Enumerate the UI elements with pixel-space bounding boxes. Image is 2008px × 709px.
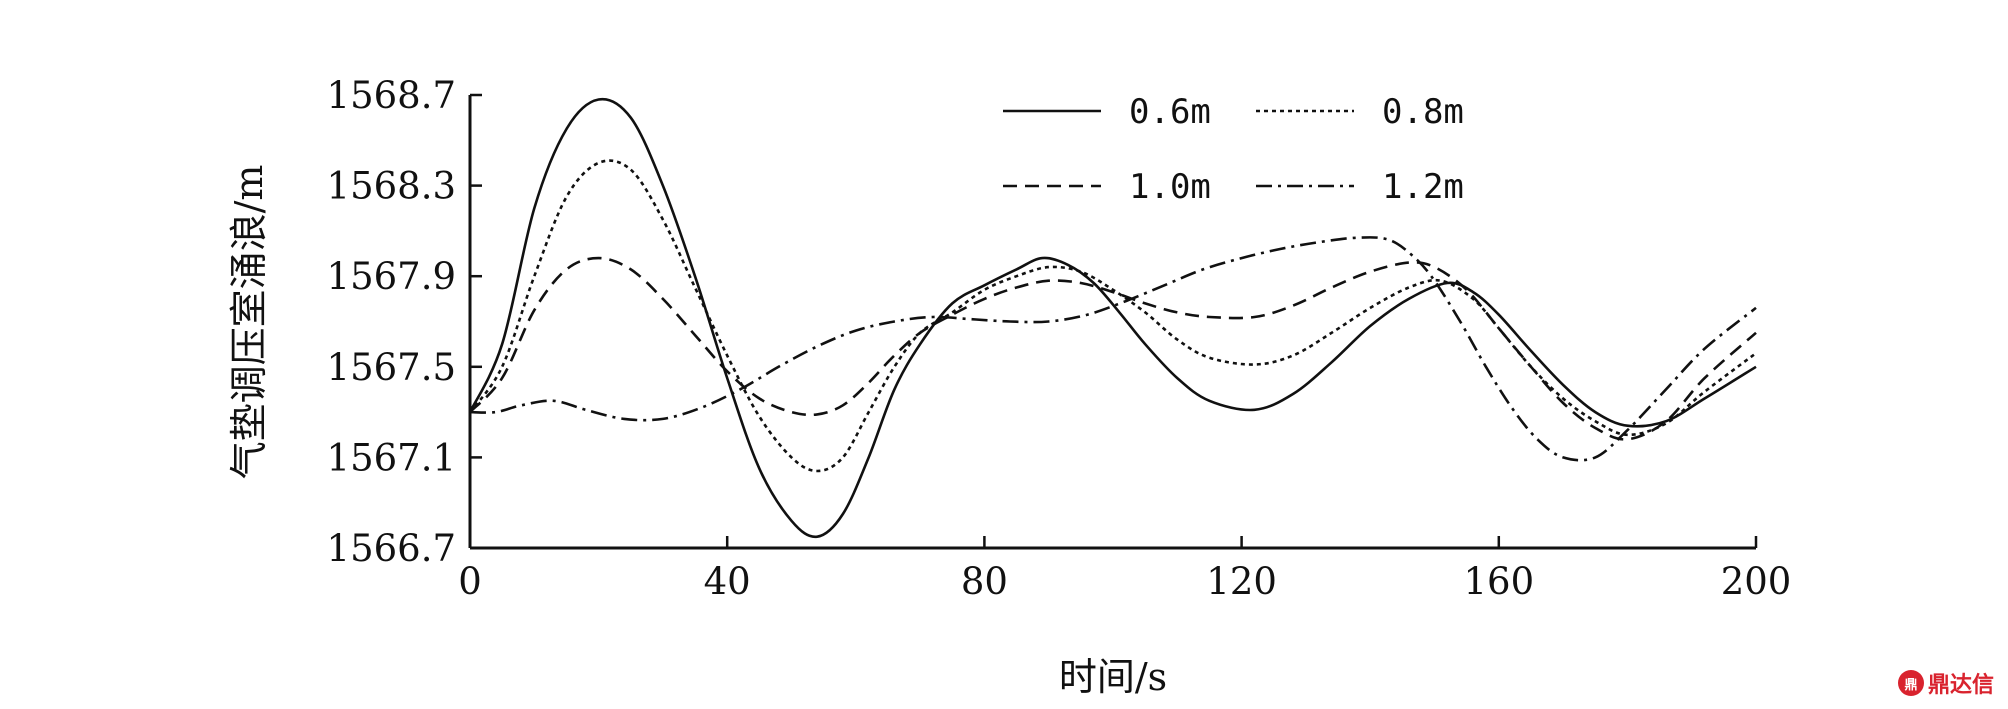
series-line-1.0m (469, 256, 1757, 441)
watermark-text: 鼎达信 (1927, 673, 1994, 698)
x-ticks: 0 40 80 120 160 200 (458, 536, 1791, 603)
legend-label-0.6m: 0.6m (1129, 92, 1211, 132)
x-tick-label: 40 (704, 560, 751, 603)
x-tick-label: 160 (1463, 560, 1534, 603)
series-group (468, 97, 1757, 539)
x-axis-title: 时间/s (1059, 655, 1167, 699)
series-line-1.2m (469, 236, 1757, 462)
legend-label-0.8m: 0.8m (1382, 92, 1464, 132)
watermark-logo-icon: 鼎 (1897, 670, 1924, 696)
legend-label-1.2m: 1.2m (1382, 167, 1464, 207)
y-tick-label: 1567.5 (327, 346, 456, 389)
y-tick-label: 1568.7 (327, 74, 456, 117)
x-tick-label: 200 (1721, 560, 1792, 603)
y-axis-title: 气垫调压室涌浪/m (227, 165, 271, 480)
series-line-0.8m (468, 159, 1757, 473)
x-tick-label: 120 (1206, 560, 1277, 603)
y-tick-label: 1567.1 (327, 436, 456, 479)
legend-label-1.0m: 1.0m (1129, 167, 1211, 207)
y-tick-label: 1567.9 (327, 255, 456, 298)
y-tick-label: 1568.3 (327, 165, 456, 208)
y-tick-label: 1566.7 (327, 527, 456, 570)
watermark: 鼎 鼎达信 (1897, 667, 1994, 699)
x-tick-label: 80 (961, 560, 1008, 603)
legend: 0.6m 0.8m 1.0m 1.2m (1003, 92, 1464, 207)
series-line-0.6m (468, 97, 1757, 539)
x-tick-label: 0 (458, 560, 482, 603)
axes (468, 95, 1756, 550)
y-ticks: 1566.7 1567.1 1567.5 1567.9 1568.3 1568.7 (327, 74, 482, 570)
